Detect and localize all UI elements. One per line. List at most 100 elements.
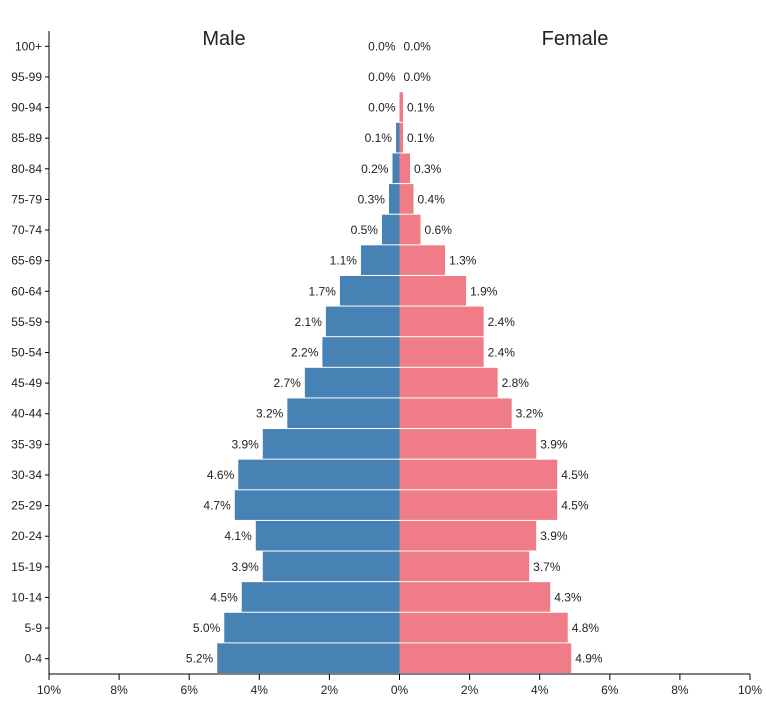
female-value-label: 3.7% (533, 560, 561, 574)
female-value-label: 3.9% (540, 437, 568, 451)
male-value-label: 1.7% (309, 284, 337, 298)
male-value-label: 4.6% (207, 468, 235, 482)
y-axis: 100+ 95-99 90-94 85-89 80-84 75-79 70-74 65-69 6… (11, 31, 50, 674)
male-bar-0-4 (217, 643, 400, 673)
male-bar-35-39 (262, 429, 400, 459)
x-tick-label: 6% (181, 683, 199, 697)
age-group-label: 50-54 (11, 346, 42, 360)
male-value-label: 3.2% (256, 407, 284, 421)
age-group-label: 10-14 (11, 590, 42, 604)
age-group-label: 70-74 (11, 223, 42, 237)
x-tick-label: 0% (391, 683, 409, 697)
male-bar-60-64 (339, 275, 400, 306)
female-bar-85-89 (399, 122, 404, 153)
male-value-label: 1.1% (330, 254, 358, 268)
female-value-label: 3.2% (516, 407, 544, 421)
x-tick-label: 8% (671, 683, 689, 697)
male-value-label: 0.0% (368, 70, 396, 84)
male-bar-25-29 (234, 490, 400, 520)
female-bar-30-34 (399, 459, 558, 490)
male-value-label: 0.0% (368, 101, 396, 115)
male-bar-20-24 (255, 520, 400, 551)
male-bar-40-44 (287, 398, 400, 429)
female-bar-60-64 (399, 275, 467, 306)
female-value-label: 0.0% (404, 39, 432, 53)
female-bar-15-19 (399, 551, 530, 582)
x-tick-label: 10% (738, 683, 762, 697)
female-value-label: 1.9% (470, 284, 498, 298)
male-bar-30-34 (238, 459, 400, 490)
female-value-label: 4.5% (561, 468, 589, 482)
male-title: Male (202, 28, 245, 50)
male-value-label: 2.2% (291, 346, 319, 360)
female-bar-20-24 (399, 520, 537, 551)
x-tick-label: 6% (601, 683, 619, 697)
x-tick-label: 2% (461, 683, 479, 697)
female-bar-80-84 (399, 153, 411, 184)
male-value-label: 2.1% (295, 315, 323, 329)
female-bar-5-9 (399, 612, 568, 643)
female-title: Female (542, 28, 609, 50)
female-value-label: 0.1% (407, 101, 435, 115)
female-bar-75-79 (399, 184, 414, 214)
age-group-label: 15-19 (11, 560, 42, 574)
female-value-label: 4.5% (561, 499, 589, 513)
female-bar-65-69 (399, 245, 446, 275)
x-tick-label: 10% (37, 683, 61, 697)
male-bar-5-9 (224, 612, 400, 643)
age-group-label: 20-24 (11, 529, 42, 543)
female-value-label: 0.4% (418, 192, 446, 206)
x-tick-label: 4% (531, 683, 549, 697)
bars-group: 0.0% 0.0% 0.0% 0.0% 0.0% 0.1% 0.1% 0.1% 0.2% 0.3%… (186, 39, 603, 673)
female-value-label: 0.6% (425, 223, 453, 237)
male-bar-45-49 (304, 367, 400, 398)
age-group-label: 45-49 (11, 376, 42, 390)
male-bar-85-89 (395, 122, 400, 153)
male-value-label: 5.2% (186, 652, 214, 666)
age-group-label: 0-4 (25, 652, 43, 666)
male-bar-50-54 (322, 337, 400, 367)
male-value-label: 3.9% (231, 437, 259, 451)
male-bar-65-69 (360, 245, 400, 275)
age-group-label: 25-29 (11, 499, 42, 513)
age-group-label: 65-69 (11, 254, 42, 268)
female-bar-0-4 (399, 643, 572, 673)
male-value-label: 4.5% (210, 590, 238, 604)
male-value-label: 2.7% (274, 376, 302, 390)
age-group-label: 80-84 (11, 162, 42, 176)
male-value-label: 0.5% (351, 223, 379, 237)
female-value-label: 2.8% (502, 376, 530, 390)
female-value-label: 3.9% (540, 529, 568, 543)
age-group-label: 40-44 (11, 407, 42, 421)
age-group-label: 75-79 (11, 192, 42, 206)
age-group-label: 100+ (15, 39, 42, 53)
male-value-label: 0.2% (361, 162, 389, 176)
age-group-label: 35-39 (11, 437, 42, 451)
female-bar-25-29 (399, 490, 558, 520)
female-value-label: 0.1% (407, 131, 435, 145)
age-group-label: 5-9 (25, 621, 43, 635)
male-value-label: 4.1% (224, 529, 252, 543)
male-bar-15-19 (262, 551, 400, 582)
age-group-label: 30-34 (11, 468, 42, 482)
female-value-label: 0.0% (404, 70, 432, 84)
age-group-label: 60-64 (11, 284, 42, 298)
male-bar-55-59 (325, 306, 400, 337)
female-bar-35-39 (399, 429, 537, 459)
female-bar-55-59 (399, 306, 484, 337)
male-bar-80-84 (392, 153, 400, 184)
female-bar-70-74 (399, 214, 421, 245)
female-bar-90-94 (399, 92, 404, 122)
male-value-label: 0.1% (365, 131, 393, 145)
female-bar-10-14 (399, 582, 551, 612)
female-value-label: 0.3% (414, 162, 442, 176)
female-value-label: 2.4% (488, 315, 516, 329)
male-value-label: 5.0% (193, 621, 221, 635)
x-tick-label: 8% (110, 683, 128, 697)
x-tick-label: 2% (321, 683, 339, 697)
female-value-label: 4.8% (572, 621, 600, 635)
male-value-label: 3.9% (231, 560, 259, 574)
female-value-label: 2.4% (488, 346, 516, 360)
age-group-label: 90-94 (11, 101, 42, 115)
